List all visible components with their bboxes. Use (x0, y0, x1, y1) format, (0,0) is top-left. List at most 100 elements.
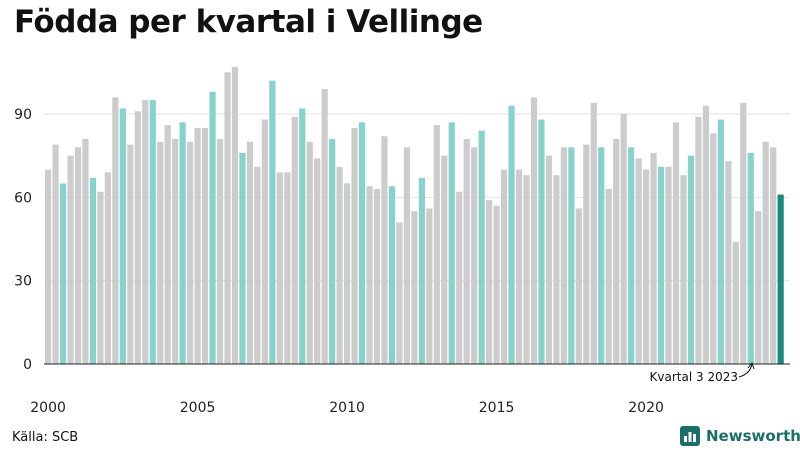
bar-2010-q3 (358, 122, 366, 364)
bar-2013-q3 (448, 122, 455, 364)
bar-2022-q3 (717, 119, 724, 364)
bar-2017-q2 (560, 147, 567, 364)
bar-2003-q4 (157, 141, 164, 364)
bar-2024-q1 (762, 141, 769, 364)
bar-2007-q3 (269, 80, 276, 365)
bar-2016-q1 (523, 175, 530, 364)
bar-2023-q3 (747, 152, 754, 364)
newsworthy-logo-icon (680, 426, 700, 446)
bar-2023-q4 (755, 211, 762, 364)
bar-2012-q3 (418, 177, 425, 364)
bar-2022-q4 (725, 161, 732, 364)
bar-2014-q4 (486, 200, 493, 364)
bar-2023-q1 (732, 241, 739, 364)
bar-2006-q2 (231, 66, 239, 364)
bar-2003-q2 (142, 100, 149, 365)
bar-2008-q3 (299, 108, 306, 364)
bar-2013-q4 (456, 191, 463, 364)
bar-2000-q1 (45, 169, 52, 364)
bar-2014-q1 (463, 139, 470, 364)
bar-2001-q3 (89, 177, 97, 364)
bar-2005-q2 (201, 127, 209, 364)
x-tick-label: 2000 (30, 400, 66, 416)
bar-2009-q1 (314, 158, 321, 364)
bar-2020-q1 (643, 169, 650, 364)
brand: Newsworthy (680, 426, 800, 446)
bar-2015-q2 (500, 169, 508, 364)
bar-2020-q3 (657, 166, 665, 364)
bar-2002-q4 (127, 144, 134, 364)
bar-2000-q4 (67, 155, 74, 364)
bar-2022-q1 (702, 105, 709, 365)
bar-2009-q3 (329, 139, 336, 364)
bar-2019-q1 (613, 139, 620, 364)
bar-2001-q1 (74, 147, 82, 364)
bar-2016-q2 (530, 97, 538, 364)
y-tick-label: 60 (14, 190, 32, 206)
y-tick-label: 30 (14, 274, 32, 290)
bar-2011-q1 (373, 189, 381, 364)
annotation-arrowhead (747, 361, 755, 370)
bar-2014-q3 (478, 130, 485, 364)
bar-2022-q2 (710, 133, 717, 364)
bar-2000-q3 (59, 183, 67, 364)
bar-2019-q4 (635, 158, 642, 364)
y-tick-label: 90 (14, 107, 32, 123)
annotation-arrow (738, 363, 753, 378)
bar-2018-q1 (583, 144, 590, 364)
bar-2015-q4 (515, 169, 523, 364)
bar-2023-q2 (740, 102, 747, 364)
bar-2005-q3 (209, 91, 216, 364)
bar-2018-q3 (598, 147, 605, 364)
x-tick-label: 2015 (479, 400, 515, 416)
bar-2016-q4 (545, 155, 553, 364)
bar-2000-q2 (52, 144, 59, 364)
bar-2007-q2 (261, 119, 268, 364)
bar-2010-q2 (351, 127, 358, 364)
bar-2006-q4 (246, 141, 254, 364)
bar-2007-q4 (276, 172, 283, 364)
bar-2006-q3 (239, 152, 246, 364)
bar-2007-q1 (254, 166, 261, 364)
bar-2011-q4 (396, 222, 403, 364)
bar-2012-q4 (426, 208, 433, 364)
bar-2020-q4 (665, 166, 672, 364)
bar-2001-q2 (82, 139, 89, 364)
bar-2004-q1 (164, 125, 171, 364)
bar-2006-q1 (224, 72, 231, 364)
bar-2002-q1 (104, 172, 111, 364)
bar-2021-q2 (680, 175, 687, 364)
bar-2017-q1 (553, 175, 560, 364)
bar-2008-q2 (291, 116, 298, 364)
bar-2024-q2 (770, 147, 777, 364)
bar-2024-q3 (777, 194, 784, 364)
bar-2020-q2 (650, 152, 657, 364)
bar-2019-q2 (620, 114, 627, 364)
x-tick-label: 2005 (180, 400, 216, 416)
bar-2002-q3 (119, 108, 126, 364)
bar-2004-q4 (187, 141, 194, 364)
bar-2005-q4 (216, 139, 224, 364)
bar-2013-q1 (433, 125, 440, 364)
bar-2016-q3 (538, 119, 545, 364)
bar-2003-q1 (134, 111, 141, 364)
x-tick-label: 2010 (329, 400, 365, 416)
bar-2004-q3 (179, 122, 186, 364)
source-label: Källa: SCB (12, 430, 79, 445)
annotation-label: Kvartal 3 2023 (650, 370, 738, 384)
bar-2018-q2 (590, 102, 597, 364)
bar-2021-q3 (687, 155, 695, 364)
page-title: Födda per kvartal i Vellinge (14, 4, 483, 40)
bar-2011-q3 (388, 186, 396, 364)
bar-2017-q4 (575, 208, 582, 364)
bar-2004-q2 (172, 139, 179, 364)
bar-2003-q3 (149, 100, 156, 365)
bar-2001-q4 (97, 191, 104, 364)
bar-2008-q4 (306, 141, 313, 364)
bar-2021-q4 (695, 116, 702, 364)
bar-2019-q3 (628, 147, 635, 364)
bar-2009-q4 (336, 166, 343, 364)
bar-2012-q2 (411, 211, 418, 364)
bar-2012-q1 (403, 147, 410, 364)
